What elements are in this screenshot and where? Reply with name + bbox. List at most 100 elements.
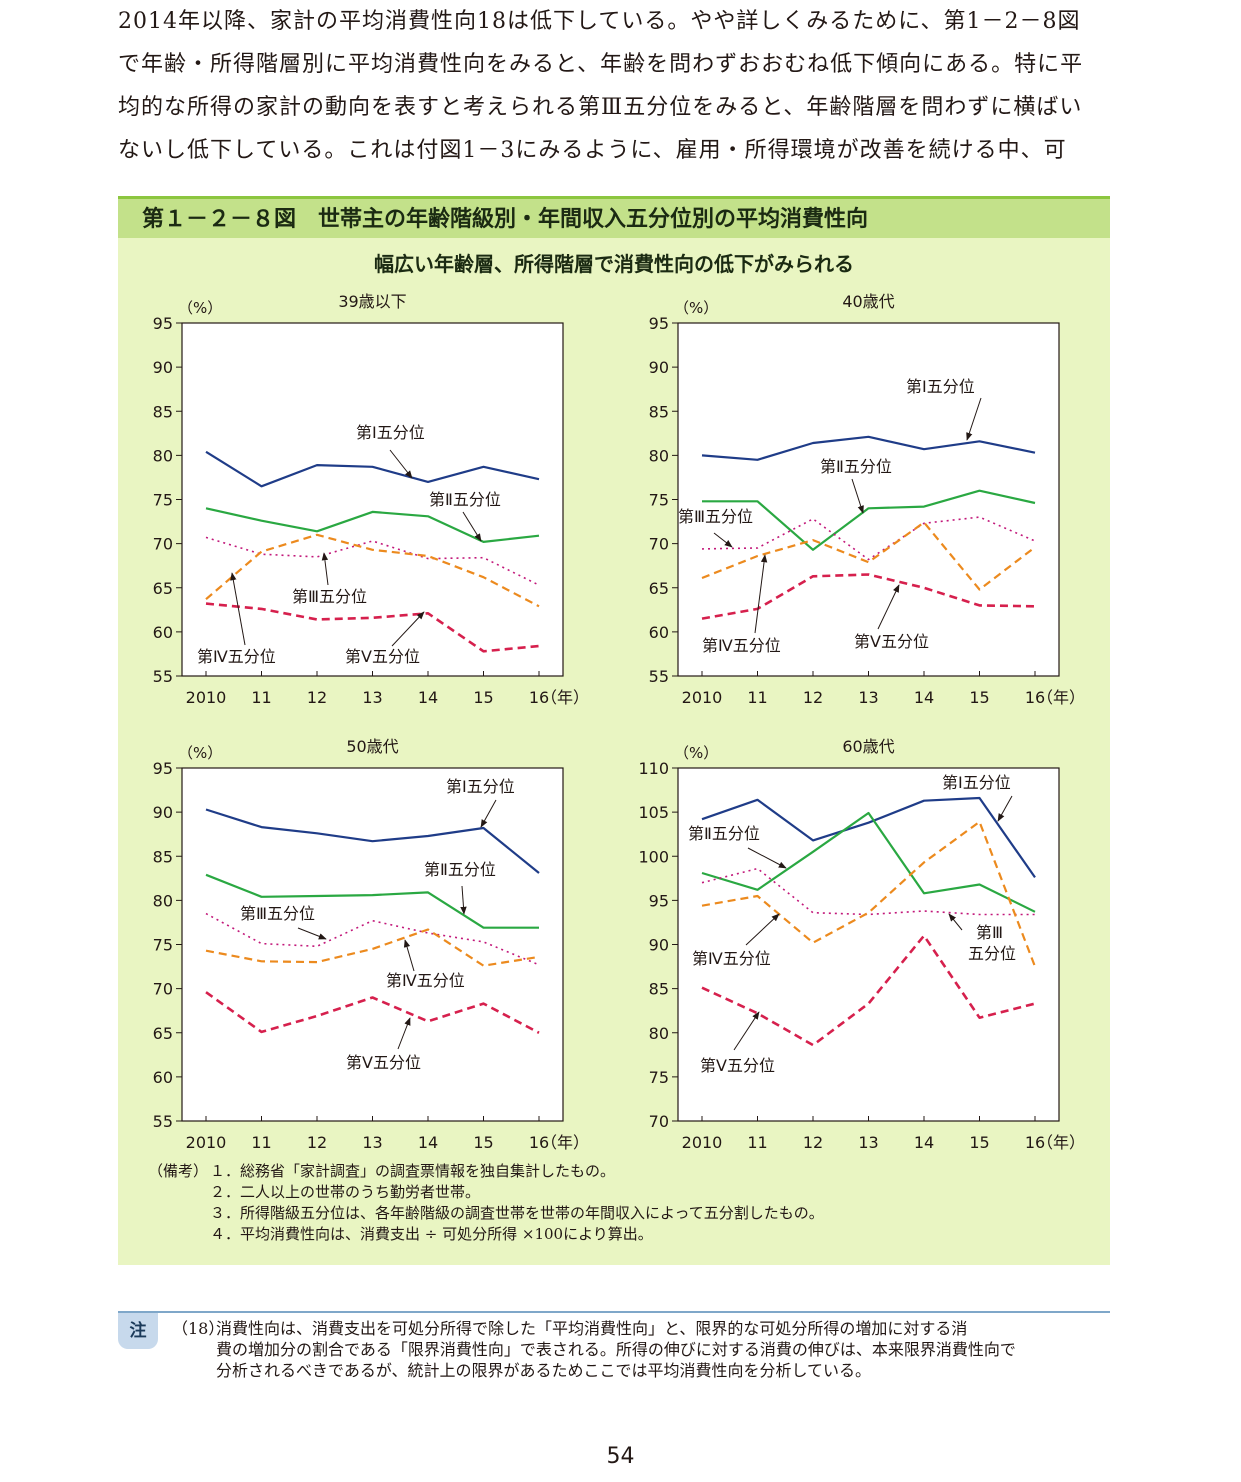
series-line-q5 — [205, 991, 540, 1034]
series-label: 第Ⅳ五分位 — [692, 949, 771, 968]
series-label-arrow — [948, 913, 963, 931]
page-number: 54 — [606, 1444, 635, 1469]
series-line-q1 — [701, 435, 1036, 461]
footnote-number: （18） — [172, 1319, 225, 1338]
series-label-arrow — [851, 478, 864, 514]
series-line-q3 — [701, 867, 1035, 916]
y-tick-label: 95 — [649, 891, 669, 910]
y-tick-label: 85 — [153, 847, 173, 866]
x-tick-label: 15 — [473, 688, 493, 707]
note-row: （備考） １．総務省「家計調査」の調査票情報を独自集計したもの。 — [148, 1161, 824, 1182]
x-tick-label: 15 — [969, 688, 989, 707]
x-tick-label: 15 — [969, 1133, 989, 1152]
series-label-arrow — [480, 799, 497, 828]
series-line-q3 — [701, 516, 1036, 561]
y-tick-label: 60 — [153, 623, 173, 642]
intro-line: 2014年以降、家計の平均消費性向18は低下している。やや詳しくみるために、第1… — [118, 9, 1081, 34]
series-line-q1 — [205, 450, 540, 488]
note-row: ４．平均消費性向は、消費支出 ÷ 可処分所得 ×100により算出。 — [148, 1224, 824, 1245]
footnote-line: 分析されるべきであるが、統計上の限界があるためここでは平均消費性向を分析している… — [216, 1361, 872, 1380]
x-tick-label: 11 — [747, 1133, 767, 1152]
series-label: 第Ⅱ五分位 — [688, 824, 760, 843]
series-label-arrow — [997, 795, 1013, 822]
panel-title: 60歳代 — [842, 737, 894, 756]
series-label: 第Ⅲ五分位 — [678, 507, 753, 526]
x-tick-label: 13 — [858, 688, 878, 707]
panel-title: 39歳以下 — [338, 292, 406, 311]
plot-frame — [677, 322, 1060, 677]
panel-title: 50歳代 — [346, 737, 398, 756]
series-line-q1 — [205, 808, 540, 874]
y-tick-label: 60 — [649, 623, 669, 642]
x-tick-label: 16 — [1025, 1133, 1045, 1152]
series-label: 第Ⅱ五分位 — [820, 457, 892, 476]
y-tick-label: 85 — [649, 402, 669, 421]
series-line-q4 — [701, 820, 1037, 967]
series-label-arrow — [747, 847, 787, 869]
y-tick-label: 90 — [153, 358, 173, 377]
x-tick-label: 14 — [914, 688, 934, 707]
series-label-arrow — [460, 885, 467, 915]
y-tick-label: 55 — [153, 667, 173, 686]
x-tick-label: 2010 — [682, 688, 723, 707]
note-row: ３．所得階級五分位は、各年齢階級の調査世帯を世帯の年間収入によって五分割したもの… — [148, 1203, 824, 1224]
y-tick-label: 65 — [649, 579, 669, 598]
panel-title: 40歳代 — [842, 292, 894, 311]
x-tick-label: 2010 — [186, 688, 227, 707]
plot-frame — [677, 767, 1060, 1122]
series-label: 第Ⅱ五分位 — [429, 490, 501, 509]
y-axis-unit: （%） — [674, 744, 718, 762]
y-tick-label: 70 — [153, 535, 173, 554]
series-label-arrow — [389, 449, 413, 479]
intro-line: で年齢・所得階層別に平均消費性向をみると、年齢を問わずおおむね低下傾向にある。特… — [118, 52, 1084, 77]
series-label: 第Ⅲ五分位 — [240, 904, 315, 923]
x-tick-label: 16 — [529, 688, 549, 707]
series-label: 第Ⅰ五分位 — [356, 423, 425, 442]
x-tick-label: 13 — [362, 688, 382, 707]
y-tick-label: 70 — [649, 1112, 669, 1131]
y-tick-label: 105 — [638, 803, 669, 822]
y-tick-label: 70 — [649, 535, 669, 554]
x-tick-label: 16 — [529, 1133, 549, 1152]
y-tick-label: 60 — [153, 1068, 173, 1087]
footnote: （18）消費性向は、消費支出を可処分所得で除した「平均消費性向」と、限界的な可処… — [172, 1318, 1112, 1381]
intro-line: 均的な所得の家計の動向を表すと考えられる第Ⅲ五分位をみると、年齢階層を問わずに横… — [118, 95, 1083, 120]
series-label-arrow — [391, 611, 425, 647]
y-tick-label: 75 — [153, 491, 173, 510]
x-axis-unit: （年） — [541, 688, 589, 707]
series-label-arrow — [733, 1011, 760, 1051]
footnote-divider — [118, 1311, 1110, 1313]
plot-frame — [181, 767, 564, 1122]
series-label: 第Ⅳ五分位 — [702, 636, 781, 655]
footnote-row: 分析されるべきであるが、統計上の限界があるためここでは平均消費性向を分析している… — [172, 1360, 1112, 1381]
x-tick-label: 13 — [362, 1133, 382, 1152]
figure-subtitle: 幅広い年齢層、所得階層で消費性向の低下がみられる — [374, 252, 854, 276]
series-label-arrow — [877, 584, 900, 630]
series-label: 第Ⅱ五分位 — [424, 860, 496, 879]
footnote-row: （18）消費性向は、消費支出を可処分所得で除した「平均消費性向」と、限界的な可処… — [172, 1318, 1112, 1339]
y-tick-label: 55 — [153, 1112, 173, 1131]
figure-panel: 第１－２－８図 世帯主の年齢階級別・年間収入五分位別の平均消費性向 幅広い年齢層… — [118, 196, 1110, 1265]
y-tick-label: 70 — [153, 980, 173, 999]
series-label-arrow — [754, 554, 768, 634]
note-item: ３．所得階級五分位は、各年齢階級の調査世帯を世帯の年間収入によって五分割したもの… — [210, 1204, 824, 1222]
note-item: １．総務省「家計調査」の調査票情報を独自集計したもの。 — [210, 1162, 616, 1180]
x-axis-unit: （年） — [1037, 688, 1085, 707]
series-label-arrow — [713, 532, 733, 548]
x-tick-label: 14 — [418, 688, 438, 707]
y-tick-label: 95 — [153, 314, 173, 333]
y-tick-label: 110 — [638, 759, 669, 778]
series-line-q2 — [205, 873, 539, 929]
y-tick-label: 80 — [153, 891, 173, 910]
y-tick-label: 75 — [649, 1068, 669, 1087]
series-label: 第Ⅴ五分位 — [700, 1056, 775, 1075]
x-tick-label: 15 — [473, 1133, 493, 1152]
footnote-line: 消費性向は、消費支出を可処分所得で除した「平均消費性向」と、限界的な可処分所得の… — [216, 1319, 968, 1338]
series-label: 第Ⅴ五分位 — [346, 1053, 421, 1072]
series-line-q2 — [702, 489, 1036, 551]
y-tick-label: 90 — [649, 358, 669, 377]
x-tick-label: 16 — [1025, 688, 1045, 707]
x-axis-unit: （年） — [541, 1133, 589, 1152]
y-tick-label: 90 — [649, 936, 669, 955]
y-tick-label: 90 — [153, 803, 173, 822]
